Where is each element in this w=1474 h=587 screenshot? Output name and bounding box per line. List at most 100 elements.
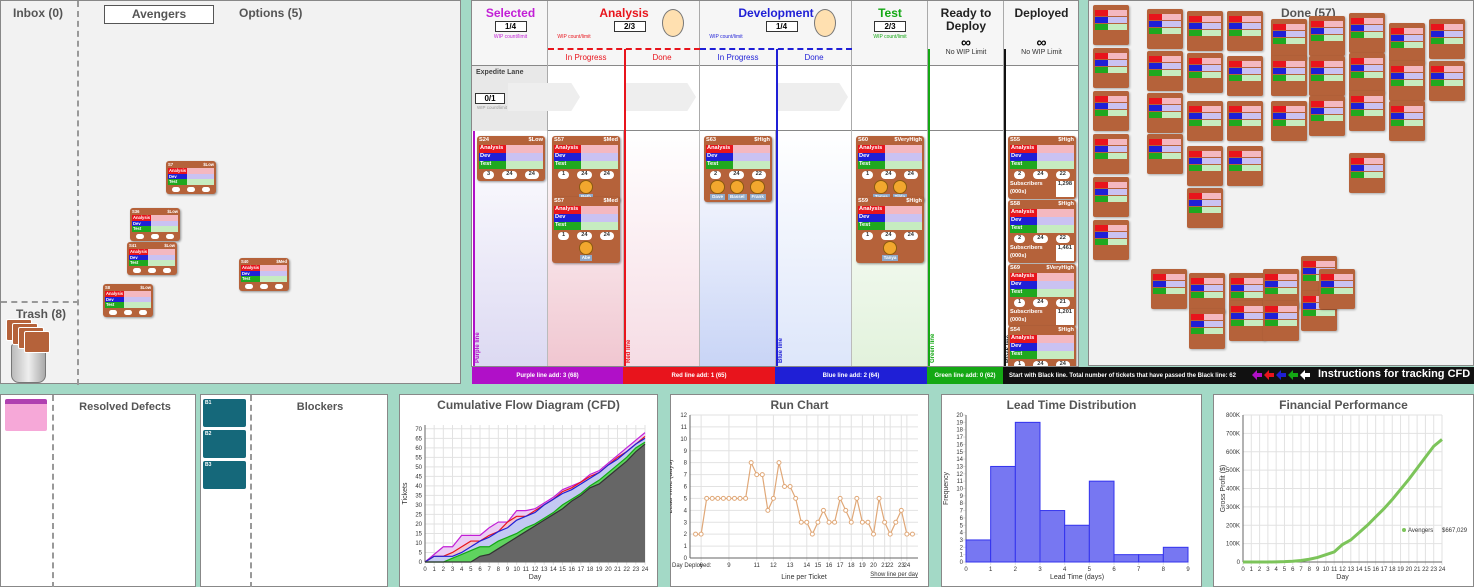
x-tick-label: 7 [1137, 567, 1141, 573]
line-marker [776, 49, 778, 366]
done-card-row [1231, 292, 1263, 298]
data-point [876, 495, 882, 501]
chart-title: Run Chart [771, 398, 829, 412]
card-row: Analysis [1010, 144, 1074, 153]
done-card-row [1095, 182, 1127, 188]
x-tick-label: 3 [1038, 567, 1042, 573]
x-tick-label: 11 [754, 563, 761, 569]
done-card [1309, 56, 1345, 96]
footer-pill [202, 187, 211, 193]
done-card-row [1391, 66, 1423, 72]
ticket-card: S63 $High Analysis Dev Test 2 24 22 Dave Bassel Fr… [704, 136, 772, 203]
row-label: Test [241, 276, 261, 283]
done-card-row [1431, 24, 1463, 30]
card-header: S41 $Low [129, 243, 175, 249]
card-row: Test [1010, 160, 1074, 169]
x-tick-label: 0 [964, 567, 968, 573]
y-tick-label: 70 [415, 427, 422, 433]
row-label: Analysis [706, 144, 733, 153]
done-card-row [1149, 105, 1181, 111]
done-card-row [1149, 98, 1181, 104]
done-card-row [1189, 151, 1221, 157]
footer-pill [132, 268, 141, 274]
defects-panel: Resolved Defects [0, 394, 196, 587]
y-tick-label: 7 [684, 473, 688, 479]
line-label: Blue line [778, 337, 784, 363]
data-point [731, 495, 737, 501]
card-row: Analysis [858, 205, 922, 214]
worker-face [892, 179, 908, 195]
toggle-link[interactable]: Show line per day [870, 572, 918, 578]
done-card-row [1431, 31, 1463, 37]
histogram-bar [1162, 546, 1189, 563]
done-card-row [1311, 28, 1343, 34]
data-line [1243, 438, 1443, 564]
subscribers-value: 1,461 [1055, 244, 1074, 261]
y-tick-label: 9 [960, 494, 964, 500]
row-label: Analysis [1010, 334, 1037, 343]
worker: Bassel [727, 179, 747, 201]
row-label: Test [132, 226, 152, 233]
column-title: Development [738, 6, 814, 20]
data-point [798, 519, 804, 525]
done-card [1187, 53, 1223, 93]
done-card-row [1311, 101, 1343, 107]
x-tick-label: 0 [423, 567, 427, 573]
x-tick-label: 22 [1422, 567, 1429, 573]
data-point [720, 495, 726, 501]
card-row: Test [1010, 224, 1074, 233]
card-header: S57 $Med [554, 137, 618, 145]
subscribers-row: Subscribers (000s) 1,201 [1010, 308, 1074, 325]
wip-box: 1/4 [765, 21, 798, 32]
lane [624, 131, 700, 366]
x-tick-label: 6 [1291, 567, 1295, 573]
y-tick-label: 10 [680, 437, 687, 443]
data-point [882, 519, 888, 525]
x-tick-label: 20 [870, 563, 877, 569]
y-tick-label: 40 [415, 484, 422, 490]
chart-panel: Financial Performance0100K200K300K400K50… [1213, 394, 1474, 587]
line-add-text: Blue line add: 2 (64) [822, 372, 880, 379]
done-card-row [1189, 200, 1221, 206]
y-tick-label: 300K [1226, 505, 1240, 511]
footer-number: 1 [558, 231, 570, 240]
y-tick-label: 15 [956, 450, 963, 456]
footer-number: 1 [558, 170, 570, 179]
note-arrow [624, 83, 696, 111]
footer-pill [135, 234, 144, 240]
footer-number: 1 [1014, 298, 1026, 307]
ticket-card: S36 $Low Analysis Dev Test [130, 208, 180, 242]
card-class: $Med [603, 137, 618, 143]
x-tick-label: 4 [1274, 567, 1278, 573]
done-card-row [1351, 58, 1383, 64]
done-card-row [1321, 274, 1353, 280]
wip-count: 1/4 [473, 21, 548, 32]
card-class: $Low [528, 137, 543, 143]
options-title: Options (5) [239, 6, 303, 20]
footer-pill [123, 310, 133, 316]
done-card [1271, 101, 1307, 141]
divider [1, 301, 79, 303]
footer-number: 2 [1014, 170, 1026, 179]
y-tick-label: 30 [415, 503, 422, 509]
wip-box: 2/3 [874, 21, 906, 32]
footer-number: 24 [1033, 360, 1048, 366]
x-tick-label: 9 [1316, 567, 1320, 573]
line-add-text: Purple line add: 3 (68) [516, 372, 579, 379]
footer-number: 24 [1055, 360, 1070, 366]
x-tick-label: 10 [1323, 567, 1330, 573]
done-card-row [1189, 193, 1221, 199]
footer-pill [150, 234, 160, 240]
x-tick-label: 4 [1063, 567, 1067, 573]
chart-title: Lead Time Distribution [1007, 398, 1137, 412]
blocker-card: B1 [203, 399, 246, 427]
card-row: Test [132, 226, 178, 233]
x-tick-label: 9 [727, 563, 731, 569]
cfd-area [425, 444, 645, 562]
instructions-link[interactable]: Instructions for tracking CFD [1318, 368, 1471, 380]
y-tick-label: 4 [960, 531, 964, 537]
chart-panel: Cumulative Flow Diagram (CFD)05101520253… [399, 394, 658, 587]
subscribers-label: Subscribers (000s) [1010, 308, 1043, 323]
options-panel: Inbox (0) Avengers Options (5) Trash (8) S7 $… [0, 0, 461, 385]
x-tick-label: 1 [989, 567, 993, 573]
